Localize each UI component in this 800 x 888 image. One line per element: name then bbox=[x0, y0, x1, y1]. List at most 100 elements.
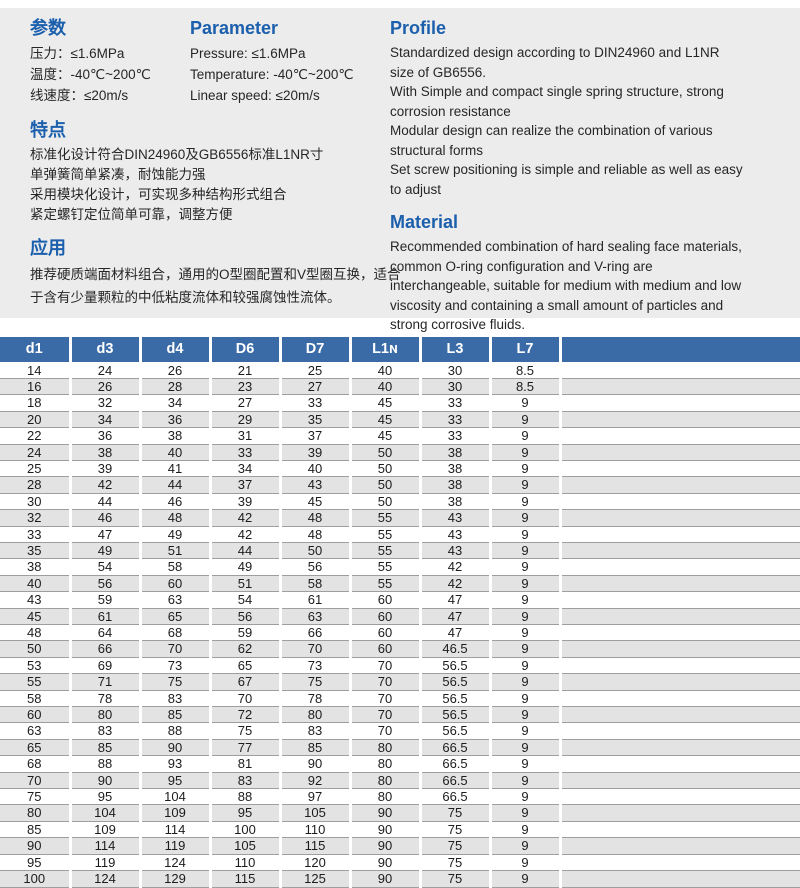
table-cell: 53 bbox=[0, 657, 70, 675]
table-cell: 24 bbox=[0, 444, 70, 461]
table-cell: 9 bbox=[488, 804, 560, 822]
table-cell: 9 bbox=[488, 772, 560, 790]
table-header-cell: L1ɴ bbox=[348, 337, 420, 363]
table-row: 20 34 36 29 35 45 33 9 bbox=[0, 411, 800, 429]
table-cell: 70 bbox=[0, 772, 70, 790]
text-line: Recommended combination of hard sealing … bbox=[390, 239, 742, 254]
table-cell: 45 bbox=[348, 427, 420, 445]
table-row: 14 24 26 21 25 40 30 8.5 bbox=[0, 362, 800, 379]
table-row: 38 54 58 49 56 55 42 9 bbox=[0, 558, 800, 576]
table-cell: 45 bbox=[348, 394, 420, 412]
table-row: 95 119 124 110 120 90 75 9 bbox=[0, 854, 800, 872]
table-cell: 47 bbox=[418, 608, 490, 626]
table-cell: 9 bbox=[488, 657, 560, 675]
table-cell: 75 bbox=[278, 673, 350, 691]
table-row: 40 56 60 51 58 55 42 9 bbox=[0, 575, 800, 593]
table-cell: 8.5 bbox=[488, 362, 560, 379]
table-cell: 105 bbox=[278, 804, 350, 822]
table-cell: 55 bbox=[348, 509, 420, 527]
table-cell: 66 bbox=[278, 624, 350, 642]
table-cell: 58 bbox=[138, 558, 210, 576]
table-cell: 66.5 bbox=[418, 788, 490, 806]
table-row: 68 88 93 81 90 80 66.5 9 bbox=[0, 755, 800, 773]
table-cell-filler bbox=[558, 854, 800, 872]
table-cell: 55 bbox=[348, 542, 420, 560]
text-line: 单弹簧简单紧凑，耐蚀能力强 bbox=[30, 167, 206, 182]
table-cell: 60 bbox=[0, 706, 70, 724]
table-cell: 49 bbox=[68, 542, 140, 560]
table-cell: 9 bbox=[488, 624, 560, 642]
table-cell-filler bbox=[558, 690, 800, 708]
table-cell: 97 bbox=[278, 788, 350, 806]
table-cell: 125 bbox=[278, 870, 350, 888]
table-cell: 73 bbox=[138, 657, 210, 675]
table-cell: 36 bbox=[138, 411, 210, 429]
table-cell: 9 bbox=[488, 427, 560, 445]
table-cell: 42 bbox=[418, 575, 490, 593]
table-cell: 9 bbox=[488, 394, 560, 412]
params-zh-title: 参数 bbox=[30, 18, 66, 38]
table-cell: 77 bbox=[208, 739, 280, 757]
table-row: 55 71 75 67 75 70 56.5 9 bbox=[0, 673, 800, 691]
table-cell: 93 bbox=[138, 755, 210, 773]
table-cell: 114 bbox=[68, 837, 140, 855]
table-cell: 54 bbox=[68, 558, 140, 576]
table-cell: 23 bbox=[208, 378, 280, 396]
table-cell: 58 bbox=[278, 575, 350, 593]
table-cell: 64 bbox=[68, 624, 140, 642]
table-cell: 32 bbox=[68, 394, 140, 412]
table-cell: 25 bbox=[0, 460, 70, 478]
left-column: 参数 压力：≤1.6MPa 温度：-40℃~200℃ 线速度：≤20m/s Para… bbox=[30, 16, 401, 309]
table-cell: 16 bbox=[0, 378, 70, 396]
table-cell-filler bbox=[558, 526, 800, 543]
table-cell: 49 bbox=[138, 526, 210, 543]
table-cell-filler bbox=[558, 870, 800, 888]
table-cell: 8.5 bbox=[488, 378, 560, 396]
table-cell-filler bbox=[558, 575, 800, 593]
table-cell-filler bbox=[558, 411, 800, 429]
table-cell: 71 bbox=[68, 673, 140, 691]
table-cell: 56 bbox=[208, 608, 280, 626]
table-cell: 33 bbox=[0, 526, 70, 543]
table-cell: 9 bbox=[488, 460, 560, 478]
table-cell: 56.5 bbox=[418, 722, 490, 740]
section-profile: Profile Standardized design according to… bbox=[390, 16, 778, 199]
params-en-title: Parameter bbox=[190, 18, 279, 38]
table-cell: 70 bbox=[348, 657, 420, 675]
table-cell: 34 bbox=[68, 411, 140, 429]
table-row: 33 47 49 42 48 55 43 9 bbox=[0, 526, 800, 543]
table-cell: 9 bbox=[488, 837, 560, 855]
table-cell: 33 bbox=[418, 427, 490, 445]
table-cell: 33 bbox=[418, 394, 490, 412]
table-cell: 124 bbox=[68, 870, 140, 888]
table-cell: 21 bbox=[208, 362, 280, 379]
text-line: Linear speed: ≤20m/s bbox=[190, 88, 320, 103]
table-row: 35 49 51 44 50 55 43 9 bbox=[0, 542, 800, 560]
table-cell: 50 bbox=[278, 542, 350, 560]
table-cell: 35 bbox=[0, 542, 70, 560]
table-cell: 60 bbox=[348, 640, 420, 658]
table-cell: 62 bbox=[208, 640, 280, 658]
table-row: 100 124 129 115 125 90 75 9 bbox=[0, 870, 800, 888]
table-cell: 54 bbox=[208, 591, 280, 609]
table-cell: 56 bbox=[68, 575, 140, 593]
text-line: 采用模块化设计，可实现多种结构形式组合 bbox=[30, 187, 287, 202]
table-cell: 45 bbox=[0, 608, 70, 626]
table-cell: 22 bbox=[0, 427, 70, 445]
table-cell: 100 bbox=[0, 870, 70, 888]
table-row: 18 32 34 27 33 45 33 9 bbox=[0, 394, 800, 412]
table-cell: 9 bbox=[488, 788, 560, 806]
table-cell: 9 bbox=[488, 640, 560, 658]
table-cell: 47 bbox=[418, 624, 490, 642]
table-cell: 39 bbox=[278, 444, 350, 461]
table-cell: 59 bbox=[208, 624, 280, 642]
table-row: 60 80 85 72 80 70 56.5 9 bbox=[0, 706, 800, 724]
table-cell: 88 bbox=[208, 788, 280, 806]
material-title: Material bbox=[390, 212, 459, 232]
table-cell: 59 bbox=[68, 591, 140, 609]
table-cell: 75 bbox=[418, 804, 490, 822]
profile-lines: Standardized design according to DIN2496… bbox=[390, 43, 778, 199]
table-cell: 48 bbox=[138, 509, 210, 527]
table-cell: 46 bbox=[68, 509, 140, 527]
table-cell: 48 bbox=[278, 526, 350, 543]
